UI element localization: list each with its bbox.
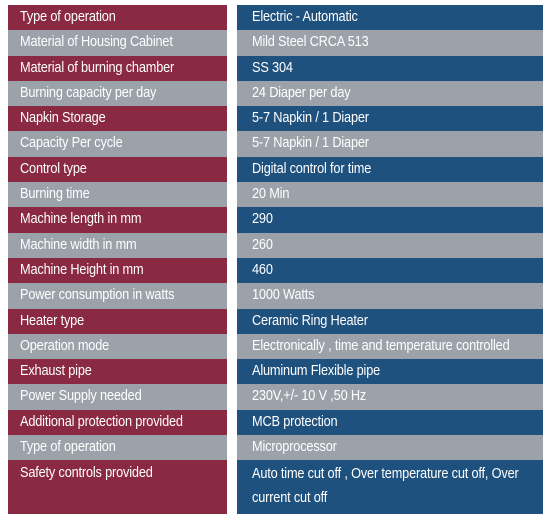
spec-value: Electric - Automatic xyxy=(237,5,543,31)
spec-label: Material of Housing Cabinet xyxy=(8,30,227,56)
spec-label: Additional protection provided xyxy=(8,409,227,436)
spec-value: Ceramic Ring Heater xyxy=(237,308,543,334)
specifications-table: Type of operation Electric - Automatic M… xyxy=(8,5,543,515)
spec-row: Material of Housing Cabinet Mild Steel C… xyxy=(8,30,543,56)
spec-label: Control type xyxy=(8,156,227,183)
spec-label: Exhaust pipe xyxy=(8,359,227,385)
spec-row: Burning time 20 Min xyxy=(8,182,543,208)
spec-value: 260 xyxy=(237,232,543,258)
spec-row: Operation mode Electronically , time and… xyxy=(8,333,543,360)
spec-value: 230V,+/- 10 V ,50 Hz xyxy=(237,384,543,410)
spec-label: Power consumption in watts xyxy=(8,283,227,309)
spec-label: Capacity Per cycle xyxy=(8,131,227,157)
spec-row: Burning capacity per day 24 Diaper per d… xyxy=(8,80,543,107)
spec-row: Capacity Per cycle 5-7 Napkin / 1 Diaper xyxy=(8,131,543,157)
spec-label: Safety controls provided xyxy=(8,460,227,515)
spec-value: Electronically , time and temperature co… xyxy=(237,333,543,360)
spec-row: Type of operation Microprocessor xyxy=(8,435,543,461)
spec-row: Exhaust pipe Aluminum Flexible pipe xyxy=(8,359,543,385)
spec-row: Material of burning chamber SS 304 xyxy=(8,55,543,81)
spec-label: Material of burning chamber xyxy=(8,55,227,81)
spec-row: Machine length in mm 290 xyxy=(8,207,543,233)
spec-row: Additional protection provided MCB prote… xyxy=(8,409,543,436)
spec-row: Machine width in mm 260 xyxy=(8,232,543,258)
spec-value: 5-7 Napkin / 1 Diaper xyxy=(237,131,543,157)
spec-row: Power consumption in watts 1000 Watts xyxy=(8,283,543,309)
spec-label: Type of operation xyxy=(8,435,227,461)
spec-label: Type of operation xyxy=(8,5,227,31)
spec-label: Power Supply needed xyxy=(8,384,227,410)
spec-value: Aluminum Flexible pipe xyxy=(237,359,543,385)
spec-value: MCB protection xyxy=(237,409,543,436)
spec-label: Napkin Storage xyxy=(8,106,227,132)
spec-row: Power Supply needed 230V,+/- 10 V ,50 Hz xyxy=(8,384,543,410)
spec-label: Burning capacity per day xyxy=(8,80,227,107)
spec-value: 1000 Watts xyxy=(237,283,543,309)
spec-label: Machine Height in mm xyxy=(8,257,227,284)
spec-row: Heater type Ceramic Ring Heater xyxy=(8,308,543,334)
spec-value: 24 Diaper per day xyxy=(237,80,543,107)
spec-label: Machine width in mm xyxy=(8,232,227,258)
spec-label: Heater type xyxy=(8,308,227,334)
spec-row: Control type Digital control for time xyxy=(8,156,543,183)
spec-value: Auto time cut off , Over temperature cut… xyxy=(237,460,543,515)
spec-value: 290 xyxy=(237,207,543,233)
spec-value: 20 Min xyxy=(237,182,543,208)
spec-row: Machine Height in mm 460 xyxy=(8,257,543,284)
spec-row: Type of operation Electric - Automatic xyxy=(8,5,543,31)
spec-label: Operation mode xyxy=(8,333,227,360)
spec-row: Safety controls provided Auto time cut o… xyxy=(8,460,543,515)
spec-value: Digital control for time xyxy=(237,156,543,183)
spec-value: Mild Steel CRCA 513 xyxy=(237,30,543,56)
spec-value: 5-7 Napkin / 1 Diaper xyxy=(237,106,543,132)
spec-value: 460 xyxy=(237,257,543,284)
spec-label: Burning time xyxy=(8,182,227,208)
spec-value: SS 304 xyxy=(237,55,543,81)
spec-row: Napkin Storage 5-7 Napkin / 1 Diaper xyxy=(8,106,543,132)
spec-value: Microprocessor xyxy=(237,435,543,461)
spec-label: Machine length in mm xyxy=(8,207,227,233)
